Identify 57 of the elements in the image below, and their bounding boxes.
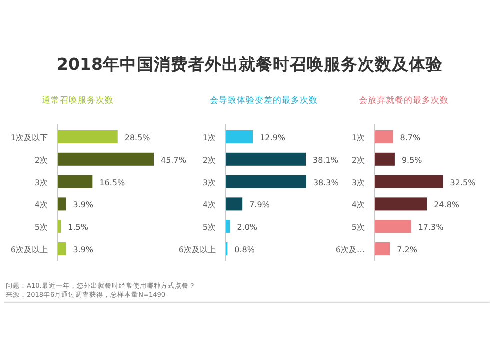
y-tick-label: 6次及以上 xyxy=(10,246,48,254)
bar xyxy=(58,175,93,188)
y-tick-label: 5次 xyxy=(352,223,365,232)
y-tick-label: 5次 xyxy=(202,223,216,232)
data-label: 3.9% xyxy=(73,246,94,254)
bar xyxy=(58,130,118,144)
y-tick-label: 2次 xyxy=(202,156,216,165)
chart-subtitle: 会导致体验变差的最多次数 xyxy=(210,95,318,106)
bar xyxy=(375,198,428,211)
data-label: 8.7% xyxy=(400,134,421,142)
bar xyxy=(375,242,390,256)
data-label: 12.9% xyxy=(260,134,286,142)
data-label: 17.3% xyxy=(418,223,444,232)
y-tick-label: 3次 xyxy=(34,178,48,188)
data-label: 38.1% xyxy=(313,156,339,165)
bar xyxy=(226,175,306,188)
y-tick-label: 2次 xyxy=(34,156,48,165)
bar xyxy=(226,152,306,166)
y-tick-label: 1次及以下 xyxy=(10,134,48,142)
bar xyxy=(375,130,394,144)
y-tick-label: 6次及以上 xyxy=(178,246,216,254)
data-label: 28.5% xyxy=(124,134,151,142)
chart-subtitle: 通常召唤服务次数 xyxy=(42,95,114,106)
y-tick-label: 4次 xyxy=(34,200,48,210)
data-label: 24.8% xyxy=(434,200,460,210)
data-label: 3.9% xyxy=(73,200,94,210)
bar xyxy=(375,220,412,234)
bar xyxy=(58,242,66,256)
y-tick-label: 1次 xyxy=(352,134,365,142)
data-label: 0.8% xyxy=(234,246,256,254)
y-tick-label: 6次及… xyxy=(336,246,365,254)
y-tick-label: 4次 xyxy=(352,200,365,210)
data-label: 2.0% xyxy=(237,223,258,232)
bar xyxy=(375,175,444,188)
data-label: 45.7% xyxy=(161,156,187,165)
data-label: 7.9% xyxy=(250,200,270,210)
data-label: 38.3% xyxy=(313,178,340,188)
bar xyxy=(226,130,254,144)
data-label: 1.5% xyxy=(68,223,89,232)
y-tick-label: 3次 xyxy=(202,178,216,188)
y-tick-label: 3次 xyxy=(352,178,365,188)
bar xyxy=(58,198,66,211)
data-label: 16.5% xyxy=(100,178,126,188)
y-tick-label: 4次 xyxy=(202,200,216,210)
chart-subtitle: 会放弃就餐的最多次数 xyxy=(359,95,449,106)
y-tick-label: 5次 xyxy=(34,223,48,232)
bar xyxy=(58,220,62,234)
y-tick-label: 1次 xyxy=(202,134,216,142)
bar xyxy=(226,220,230,234)
data-label: 9.5% xyxy=(402,156,423,165)
bar xyxy=(226,198,243,211)
data-label: 32.5% xyxy=(450,178,476,188)
y-tick-label: 2次 xyxy=(352,156,365,165)
data-label: 7.2% xyxy=(397,246,418,254)
text: 2018年中国消费者外出就餐时召唤服务次数及体验 xyxy=(57,55,444,74)
bar xyxy=(58,152,154,166)
bar xyxy=(375,152,395,166)
